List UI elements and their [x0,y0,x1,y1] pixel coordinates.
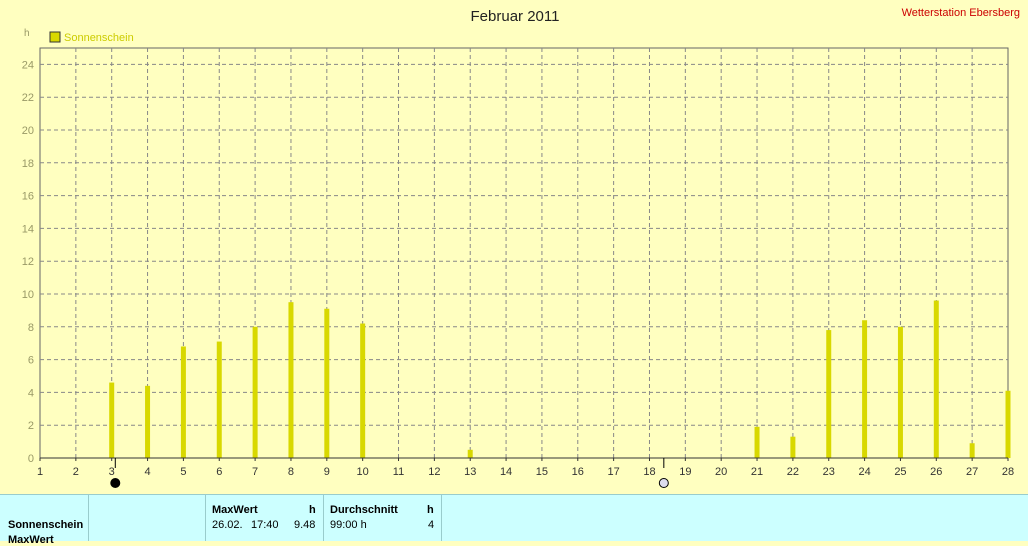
y-tick-label: 16 [22,191,34,203]
column-separator [205,495,206,541]
bar [826,330,832,458]
x-tick-label: 26 [930,466,942,478]
y-tick-label: 4 [28,387,34,399]
x-tick-label: 2 [73,466,79,478]
full-moon-icon [658,478,669,488]
max-header: MaxWert [212,504,258,516]
new-moon-icon [110,478,121,488]
x-tick-label: 1 [37,466,43,478]
bar [969,443,975,458]
bar [933,300,939,458]
x-tick-label: 19 [679,466,691,478]
y-tick-label: 12 [22,256,34,268]
station-name: Wetterstation Ebersberg [902,7,1020,19]
bars [109,300,1011,458]
bar [1005,390,1011,458]
bar [360,323,366,458]
stats-row-label-2: MaxWert [8,534,54,546]
x-tick-label: 12 [428,466,440,478]
stats-row-label: Sonnenschein [8,519,84,531]
average-header: Durchschnitt [330,504,398,516]
y-tick-label: 14 [22,223,34,235]
column-separator [323,495,324,541]
max-unit: h [309,504,316,516]
x-tick-label: 20 [715,466,727,478]
x-tick-label: 15 [536,466,548,478]
bar [862,320,868,458]
y-tick-label: 20 [22,125,34,137]
bar [109,382,115,458]
x-tick-label: 5 [180,466,186,478]
average-unit: h [427,504,434,516]
x-tick-label: 3 [109,466,115,478]
y-tick-label: 6 [28,355,34,367]
x-tick-label: 9 [324,466,330,478]
y-tick-label: 24 [22,59,34,71]
x-tick-label: 6 [216,466,222,478]
bar [252,326,258,458]
x-tick-label: 22 [787,466,799,478]
bar [324,308,330,458]
grid [39,47,1009,459]
legend-label: Sonnenschein [64,32,134,44]
average-value: 99:00 h [330,519,367,531]
column-separator [88,495,89,541]
x-tick-label: 25 [894,466,906,478]
y-tick-label: 2 [28,420,34,432]
max-date: 26.02. [212,519,243,531]
x-tick-label: 13 [464,466,476,478]
statistics-panel: Sonnenschein MaxWert MaxWert h 26.02. 17… [0,494,1028,546]
x-tick-label: 18 [643,466,655,478]
x-tick-label: 7 [252,466,258,478]
legend-swatch [49,31,61,43]
x-tick-label: 21 [751,466,763,478]
sunshine-chart: Februar 2011 Wetterstation Ebersberg h S… [22,7,1020,488]
x-tick-label: 24 [858,466,870,478]
bar [897,326,903,458]
y-axis-unit: h [24,28,30,39]
bar [180,346,186,458]
y-tick-label: 22 [22,92,34,104]
x-tick-label: 16 [572,466,584,478]
column-separator [441,495,442,541]
y-tick-label: 0 [28,453,34,465]
x-tick-label: 4 [144,466,150,478]
x-tick-label: 14 [500,466,512,478]
bar [754,426,760,458]
y-tick-label: 8 [28,322,34,334]
x-tick-label: 17 [608,466,620,478]
bar [790,436,796,458]
y-tick-label: 18 [22,158,34,170]
x-tick-label: 10 [357,466,369,478]
bar [467,449,473,458]
bar [288,302,294,458]
y-tick-label: 10 [22,289,34,301]
bar [216,341,222,458]
x-tick-label: 28 [1002,466,1014,478]
x-tick-label: 23 [823,466,835,478]
x-tick-label: 27 [966,466,978,478]
max-value: 9.48 [294,519,316,531]
max-time: 17:40 [251,519,279,531]
chart-title: Februar 2011 [471,8,560,25]
bar [145,385,151,458]
x-tick-label: 8 [288,466,294,478]
average-count: 4 [428,519,435,531]
x-tick-label: 11 [393,466,404,478]
